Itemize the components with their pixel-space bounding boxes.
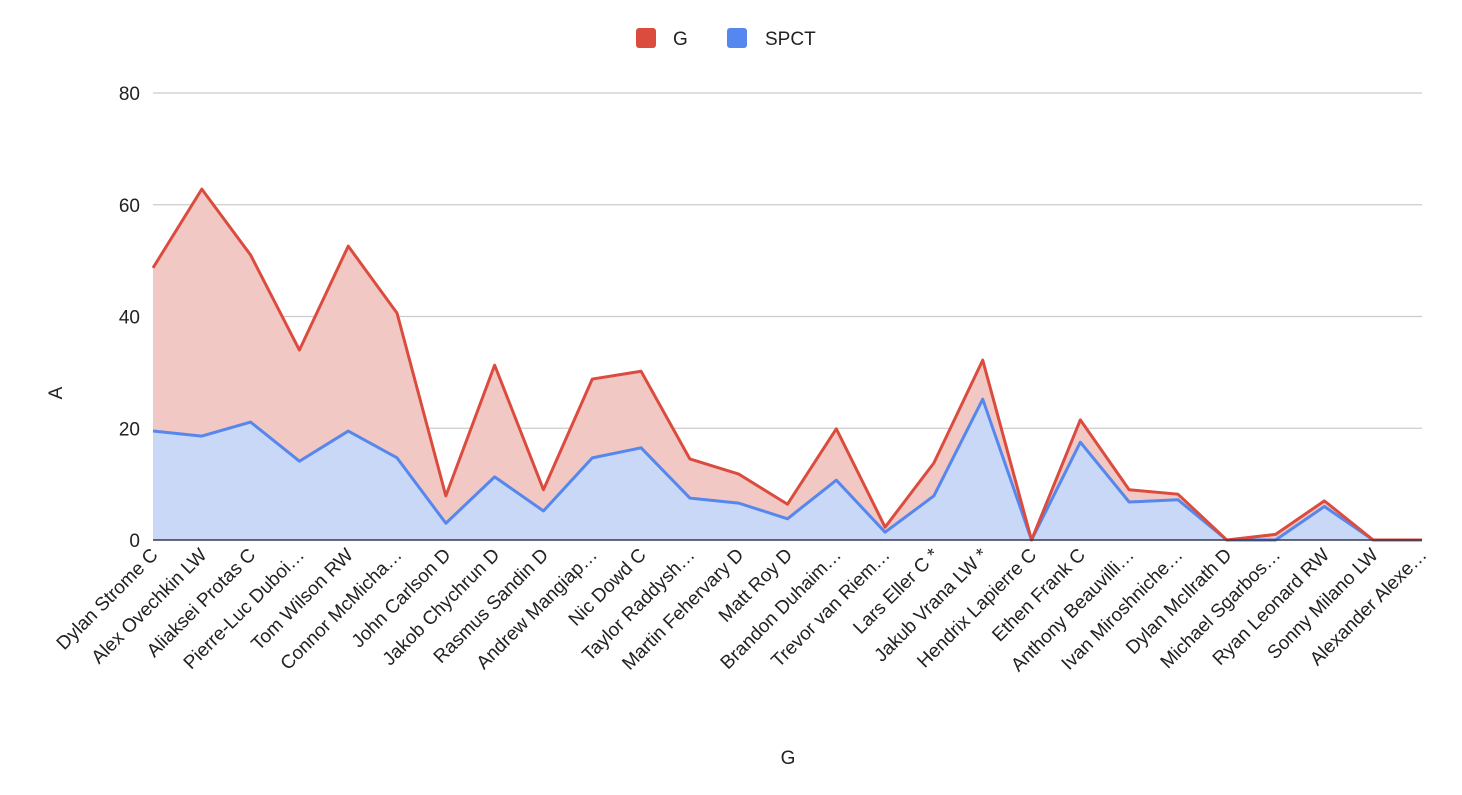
y-tick-label: 20 bbox=[119, 419, 140, 440]
y-axis-ticks: 0 20 40 60 80 bbox=[119, 84, 140, 552]
legend: G SPCT bbox=[636, 28, 816, 50]
y-tick-label: 0 bbox=[129, 531, 140, 552]
y-tick-label: 40 bbox=[119, 308, 140, 329]
legend-label-g: G bbox=[673, 29, 688, 50]
legend-swatch-spct bbox=[727, 28, 747, 48]
legend-label-spct: SPCT bbox=[765, 29, 816, 50]
area-g bbox=[153, 189, 1422, 541]
legend-item-spct[interactable]: SPCT bbox=[727, 28, 816, 50]
y-axis-title: A bbox=[46, 386, 67, 399]
legend-item-g[interactable]: G bbox=[636, 28, 688, 50]
line-g bbox=[151, 187, 1422, 542]
series-areas bbox=[151, 187, 1422, 542]
y-tick-label: 80 bbox=[119, 84, 140, 105]
area-spct bbox=[153, 399, 1422, 540]
y-tick-label: 60 bbox=[119, 196, 140, 217]
legend-swatch-g bbox=[636, 28, 656, 48]
x-axis-title: G bbox=[781, 748, 796, 769]
